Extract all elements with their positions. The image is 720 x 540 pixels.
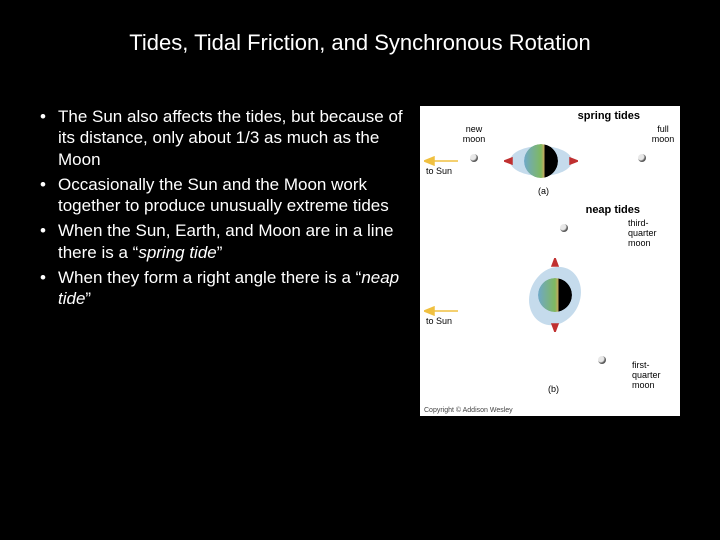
list-item: Occasionally the Sun and the Moon work t… — [40, 174, 410, 217]
tide-arrow-icon — [504, 156, 578, 166]
spring-tides-label: spring tides — [578, 110, 640, 122]
to-sun-label: to Sun — [426, 316, 452, 326]
new-moon-label: new moon — [460, 124, 488, 144]
full-moon-label: full moon — [650, 124, 676, 144]
bullet-list: The Sun also affects the tides, but beca… — [40, 106, 410, 309]
new-moon-icon — [470, 154, 478, 162]
neap-tides-label: neap tides — [586, 204, 640, 216]
sun-arrow-icon — [424, 156, 458, 166]
slide-title: Tides, Tidal Friction, and Synchronous R… — [0, 0, 720, 76]
diagram-canvas: spring tides to Sun new moon — [420, 106, 680, 416]
tides-diagram: spring tides to Sun new moon — [420, 106, 680, 416]
full-moon-icon — [638, 154, 646, 162]
third-quarter-moon-icon — [560, 224, 568, 232]
list-item: When they form a right angle there is a … — [40, 267, 410, 310]
first-quarter-label: first- quarter moon — [632, 360, 672, 390]
third-quarter-label: third- quarter moon — [628, 218, 668, 248]
panel-a-label: (a) — [538, 186, 549, 196]
copyright-text: Copyright © Addison Wesley — [424, 407, 513, 414]
first-quarter-moon-icon — [598, 356, 606, 364]
text-column: The Sun also affects the tides, but beca… — [40, 106, 420, 416]
tide-arrow-icon — [550, 258, 560, 332]
list-item: When the Sun, Earth, and Moon are in a l… — [40, 220, 410, 263]
panel-b-label: (b) — [548, 384, 559, 394]
sun-arrow-icon — [424, 306, 458, 316]
list-item: The Sun also affects the tides, but beca… — [40, 106, 410, 170]
slide: Tides, Tidal Friction, and Synchronous R… — [0, 0, 720, 540]
to-sun-label: to Sun — [426, 166, 452, 176]
content-row: The Sun also affects the tides, but beca… — [0, 76, 720, 416]
